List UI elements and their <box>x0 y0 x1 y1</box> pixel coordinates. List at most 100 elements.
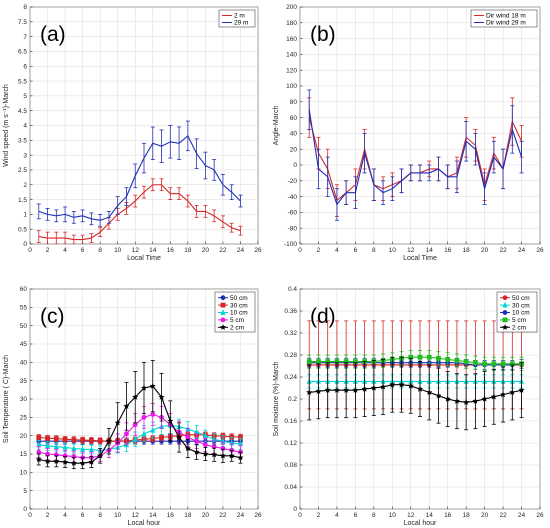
y-tick-label: -60 <box>288 210 298 217</box>
data-point <box>416 385 424 392</box>
y-tick-label: 0.36 <box>284 308 297 315</box>
data-point <box>53 436 59 441</box>
data-point <box>88 458 95 465</box>
panel-label: (b) <box>310 23 336 46</box>
y-tick-label: 60 <box>20 286 28 293</box>
x-tick-label: 10 <box>114 247 122 254</box>
y-axis-label: Angle-March <box>273 106 280 146</box>
data-point <box>96 452 104 459</box>
x-tick-label: 6 <box>354 247 358 254</box>
data-point <box>210 451 218 458</box>
data-point <box>407 382 414 389</box>
series-2-cm <box>306 356 525 431</box>
legend-label: Dir wind 18 m <box>486 13 526 20</box>
y-tick-label: 0.24 <box>284 374 297 381</box>
data-point <box>88 446 94 453</box>
x-tick-label: 14 <box>149 512 157 519</box>
y-tick-label: -40 <box>288 194 298 201</box>
data-point <box>398 381 405 388</box>
y-tick-label: 20 <box>290 146 298 153</box>
data-point <box>491 361 497 367</box>
y-tick-label: 5.5 <box>18 78 27 85</box>
legend-marker <box>220 309 226 315</box>
legend-marker <box>219 323 227 331</box>
y-tick-label: 0.5 <box>18 226 27 233</box>
x-tick-label: 6 <box>81 247 85 254</box>
y-axis-label: Soil moisture (%)-March <box>273 361 280 436</box>
data-point <box>306 389 313 396</box>
data-point <box>105 437 113 444</box>
x-tick-label: 8 <box>372 512 376 519</box>
legend-marker <box>501 323 509 331</box>
y-tick-label: 200 <box>286 4 297 11</box>
x-tick-label: 16 <box>444 512 452 519</box>
y-tick-label: 7.5 <box>18 19 27 26</box>
data-point <box>45 435 50 441</box>
data-point <box>124 431 129 437</box>
legend-marker <box>220 317 226 323</box>
data-point <box>342 386 350 393</box>
data-point <box>454 358 460 363</box>
data-point <box>426 389 433 396</box>
x-tick-label: 16 <box>167 247 175 254</box>
legend-marker <box>220 295 226 301</box>
data-point <box>79 459 86 466</box>
legend: 2 m29 m <box>218 9 256 28</box>
y-tick-label: 140 <box>286 52 297 59</box>
data-point <box>435 392 442 399</box>
x-tick-label: 26 <box>254 247 262 254</box>
data-point <box>175 434 183 441</box>
legend-label: 50 cm <box>230 295 248 302</box>
x-tick-label: 4 <box>63 247 67 254</box>
data-point <box>370 384 378 391</box>
legend-label: 29 m <box>234 20 248 27</box>
x-tick-label: 0 <box>28 512 32 519</box>
data-point <box>132 436 138 442</box>
data-point <box>97 438 103 444</box>
data-point <box>70 459 78 466</box>
y-tick-label: 3.5 <box>18 138 27 145</box>
data-point <box>202 442 208 448</box>
x-axis-label: Local hour <box>404 520 437 527</box>
data-point <box>219 452 227 459</box>
x-tick-label: 24 <box>518 512 526 519</box>
x-tick-label: 0 <box>298 512 302 519</box>
data-point <box>44 442 51 449</box>
x-tick-label: 22 <box>499 247 507 254</box>
y-tick-label: 100 <box>286 83 297 90</box>
x-tick-label: 26 <box>536 512 544 519</box>
y-tick-label: 60 <box>290 115 298 122</box>
x-tick-label: 12 <box>132 247 140 254</box>
y-tick-label: 4.5 <box>18 108 27 115</box>
panel-4: 0 2 4 6 8 10 12 14 16 18 20 22 24 2600.040.080.120.16… <box>273 286 544 527</box>
data-point <box>379 383 387 390</box>
x-tick-label: 8 <box>98 247 102 254</box>
x-tick-label: 10 <box>389 247 397 254</box>
x-tick-label: 24 <box>237 247 245 254</box>
y-tick-label: -80 <box>288 225 298 232</box>
data-point <box>444 395 451 402</box>
y-tick-label: 7 <box>23 34 27 41</box>
y-tick-label: 0.16 <box>284 418 297 425</box>
data-point <box>159 435 164 440</box>
y-tick-label: 0 <box>293 506 297 513</box>
x-tick-label: 20 <box>202 512 210 519</box>
data-point <box>194 438 200 444</box>
panel-label: (a) <box>40 23 66 46</box>
legend-label: Dir wind 29 m <box>486 20 526 27</box>
data-point <box>141 414 147 420</box>
y-tick-label: 6.5 <box>18 49 27 56</box>
data-point <box>167 417 174 424</box>
x-tick-label: 24 <box>518 247 526 254</box>
legend-marker <box>502 301 508 308</box>
panel-1: 0 2 4 6 8 10 12 14 16 18 20 22 24 2600.511.522.533.54… <box>3 4 262 262</box>
y-tick-label: 5 <box>23 488 27 495</box>
x-tick-label: 16 <box>167 512 175 519</box>
series-line <box>308 109 523 206</box>
x-tick-label: 6 <box>354 512 358 519</box>
data-point <box>315 387 322 395</box>
y-tick-label: 0.4 <box>288 286 297 293</box>
data-point <box>61 458 69 465</box>
x-tick-label: 20 <box>481 247 489 254</box>
data-point <box>158 393 165 400</box>
